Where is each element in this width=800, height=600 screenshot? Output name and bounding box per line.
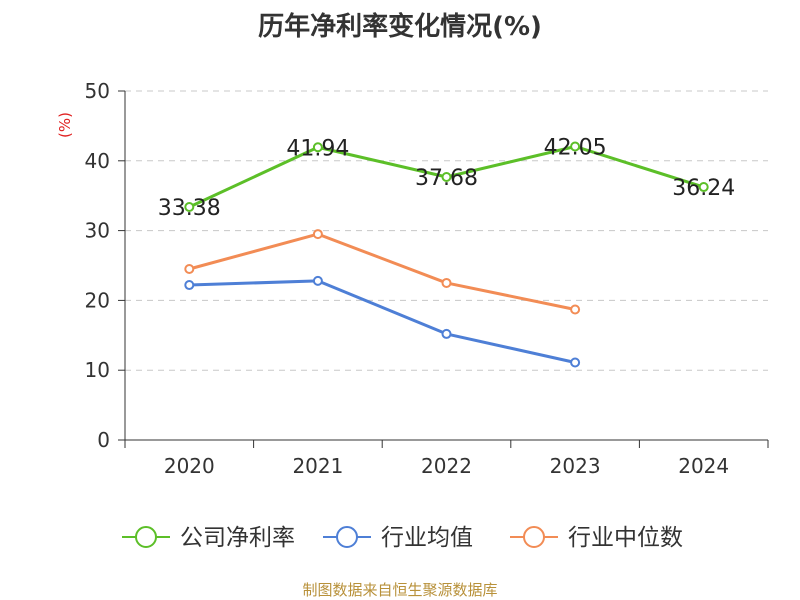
y-tick-label: 10	[85, 358, 110, 382]
legend-label: 行业均值	[381, 525, 473, 551]
data-point	[570, 357, 581, 368]
data-point	[184, 263, 195, 274]
data-point	[184, 280, 195, 291]
series-lines	[184, 141, 709, 368]
grid-lines	[125, 90, 768, 371]
y-tick-label: 0	[97, 428, 110, 452]
data-label: 42.05	[544, 135, 607, 160]
source-note: 制图数据来自恒生聚源数据库	[302, 581, 498, 599]
legend-item: 公司净利率	[122, 525, 295, 551]
data-label: 33.38	[158, 196, 221, 221]
data-label: 36.24	[672, 176, 735, 201]
x-tick-label: 2020	[164, 454, 215, 478]
data-point	[441, 328, 452, 339]
axes: 0 10 20 30 40 50 2020 2021 2022 2023 2024 (%)	[56, 79, 769, 478]
y-tick-label: 40	[85, 149, 110, 173]
data-point	[312, 142, 323, 153]
chart-title: 历年净利率变化情况(%)	[258, 12, 542, 42]
y-axis-label: (%)	[56, 112, 74, 138]
series-line-2	[187, 279, 577, 365]
y-tick-label: 50	[85, 79, 110, 103]
data-label: 37.68	[415, 166, 478, 191]
data-point	[312, 229, 323, 240]
legend-marker	[135, 526, 157, 548]
data-point	[441, 277, 452, 288]
series-line-3	[187, 232, 577, 311]
legend-label: 公司净利率	[180, 525, 295, 551]
legend-marker	[336, 526, 358, 548]
legend-label: 行业中位数	[568, 525, 683, 551]
data-point	[184, 202, 195, 213]
data-labels: 33.38 41.94 37.68 42.05 36.24	[158, 135, 735, 221]
y-tick-label: 30	[85, 219, 110, 243]
x-tick-label: 2023	[550, 454, 601, 478]
x-tick-label: 2021	[292, 454, 343, 478]
x-tick-label: 2022	[421, 454, 472, 478]
data-point	[312, 275, 323, 286]
legend: 公司净利率 行业均值 行业中位数	[122, 525, 683, 551]
data-point	[441, 171, 452, 182]
y-tick-label: 20	[85, 288, 110, 312]
data-point	[570, 141, 581, 152]
data-label: 41.94	[286, 136, 349, 161]
x-tick-label: 2024	[678, 454, 729, 478]
legend-marker	[523, 526, 545, 548]
data-point	[698, 182, 709, 193]
legend-item: 行业均值	[323, 525, 473, 551]
data-point	[570, 304, 581, 315]
legend-item: 行业中位数	[510, 525, 683, 551]
